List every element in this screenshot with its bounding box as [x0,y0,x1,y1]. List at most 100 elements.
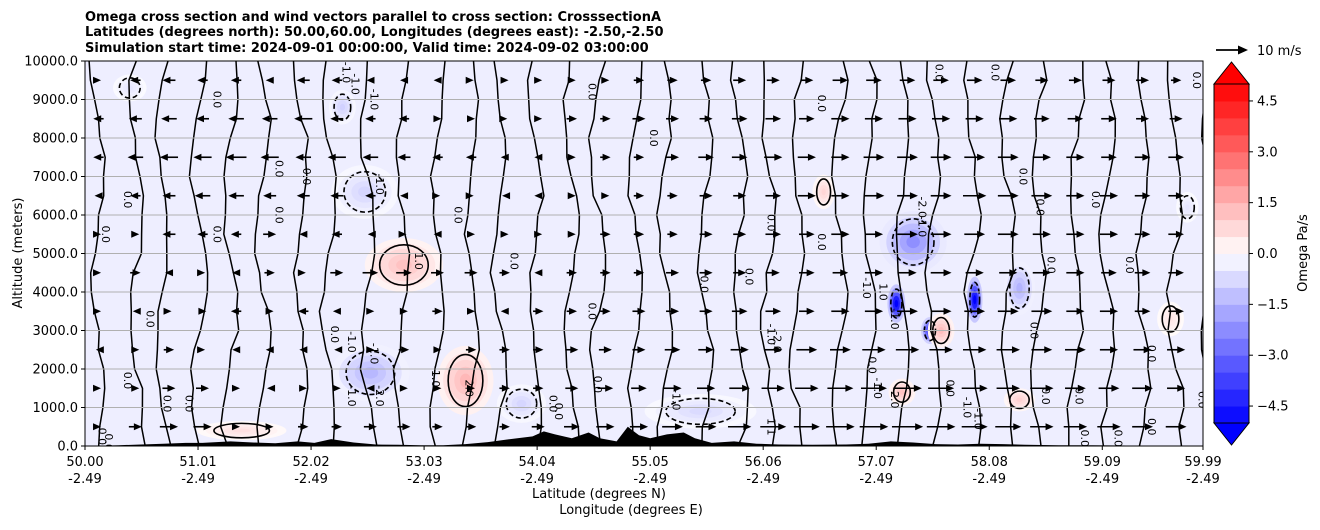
wind-vector-head [1042,153,1051,161]
wind-vector [601,76,610,84]
wind-vector-head [1044,346,1053,354]
terrain-silhouette [85,426,1203,446]
wind-vector [534,269,543,277]
wind-vector [566,115,578,123]
wind-vector [832,269,849,277]
wind-vector-head [1008,76,1017,84]
wind-vector-head [299,346,308,354]
wind-vector-head [198,307,207,315]
wind-vector-head [93,384,102,392]
wind-vector-head [433,384,442,392]
wind-vector-head [671,307,680,315]
contour-label: 0.0 [1072,387,1085,405]
x-tick-label-latitude: 59.99 [1184,455,1221,470]
wind-vector-head [1110,346,1119,354]
wind-vector [965,115,984,123]
wind-vector-head [943,230,952,238]
wind-vector [327,153,346,161]
wind-vector-head [232,346,241,354]
wind-vector [799,269,815,277]
wind-vector-head [1076,192,1085,200]
wind-vector [193,423,212,431]
wind-vector-head [362,153,371,161]
wind-vector-head [535,346,544,354]
wind-vector [534,115,543,123]
wind-vector-head [366,307,375,315]
wind-vector [929,346,953,354]
wind-vector-head [1077,346,1086,354]
wind-vector [1168,153,1184,161]
wind-vector-head [705,153,714,161]
wind-vector-head [875,307,884,315]
wind-vector [831,115,850,123]
wind-vector-head [738,269,747,277]
wind-vector [299,346,308,354]
wind-vector [1066,153,1085,161]
wind-vector [893,384,922,392]
wind-vector-head [167,384,176,392]
wind-vector [93,76,102,84]
wind-vector-head [739,115,748,123]
wind-vector-head [845,384,854,392]
wind-vector [864,307,884,315]
contour-label: 2.0 [888,391,901,409]
wind-vector [533,346,544,354]
wind-vector-head [1011,384,1020,392]
wind-vector [864,269,884,277]
x-tick-label-longitude: -2.49 [181,472,215,487]
wind-vector [1031,192,1053,200]
wind-vector [731,307,748,315]
wind-vector [165,269,174,277]
wind-vector-head [331,230,340,238]
wind-vector-head [807,153,816,161]
wind-vector-head [606,423,615,431]
y-tick-label: 2000.0 [33,363,79,378]
wind-vector-head [1076,307,1085,315]
wind-vector-head [163,307,172,315]
wind-vector-head [1143,346,1152,354]
wind-vector-head [502,192,511,200]
colorbar-segment [1214,321,1249,339]
contour-label: 0.0 [99,226,112,244]
wind-vector [162,384,176,392]
wind-vector [666,307,680,315]
wind-vector [596,423,615,431]
wind-vector [162,192,176,200]
x-tick-label-latitude: 59.09 [1084,455,1121,470]
contour-label: 0.0 [102,433,115,451]
wind-vector [131,230,140,238]
wind-vector-head [1110,230,1119,238]
contour-label: 1.0 [412,252,425,270]
wind-vector [499,346,510,354]
wind-vector [666,153,680,161]
wind-vector [1134,230,1151,238]
contour-label: 0.0 [1145,418,1158,436]
wind-vector-head [93,115,102,123]
x-tick-label-latitude: 58.08 [971,455,1008,470]
contour-label: 1.0 [877,283,890,301]
wind-vector-head [704,269,713,277]
wind-vector-head [841,307,850,315]
wind-vector-head [398,230,407,238]
wind-vector-head [535,384,544,392]
wind-vector-head [1108,269,1117,277]
wind-vector [432,192,441,200]
wind-vector-head [166,346,175,354]
wind-vector [1066,230,1085,238]
wind-vector [197,76,208,84]
wind-vector-head [93,307,102,315]
wind-vector [332,307,341,315]
wind-vector [228,192,244,200]
wind-vector [826,423,855,431]
wind-vector-head [403,269,412,277]
wind-vector-head [1175,153,1184,161]
wind-vector-head [979,384,988,392]
contour-label: 0.0 [1039,387,1052,405]
wind-vector [600,307,611,315]
wind-vector [363,423,377,431]
chart-title-line-2: Latitudes (degrees north): 50.00,60.00, … [85,25,664,40]
wind-vector [93,384,102,392]
omega-region [821,188,826,196]
wind-vector [1132,423,1153,431]
wind-vector-head [773,230,782,238]
